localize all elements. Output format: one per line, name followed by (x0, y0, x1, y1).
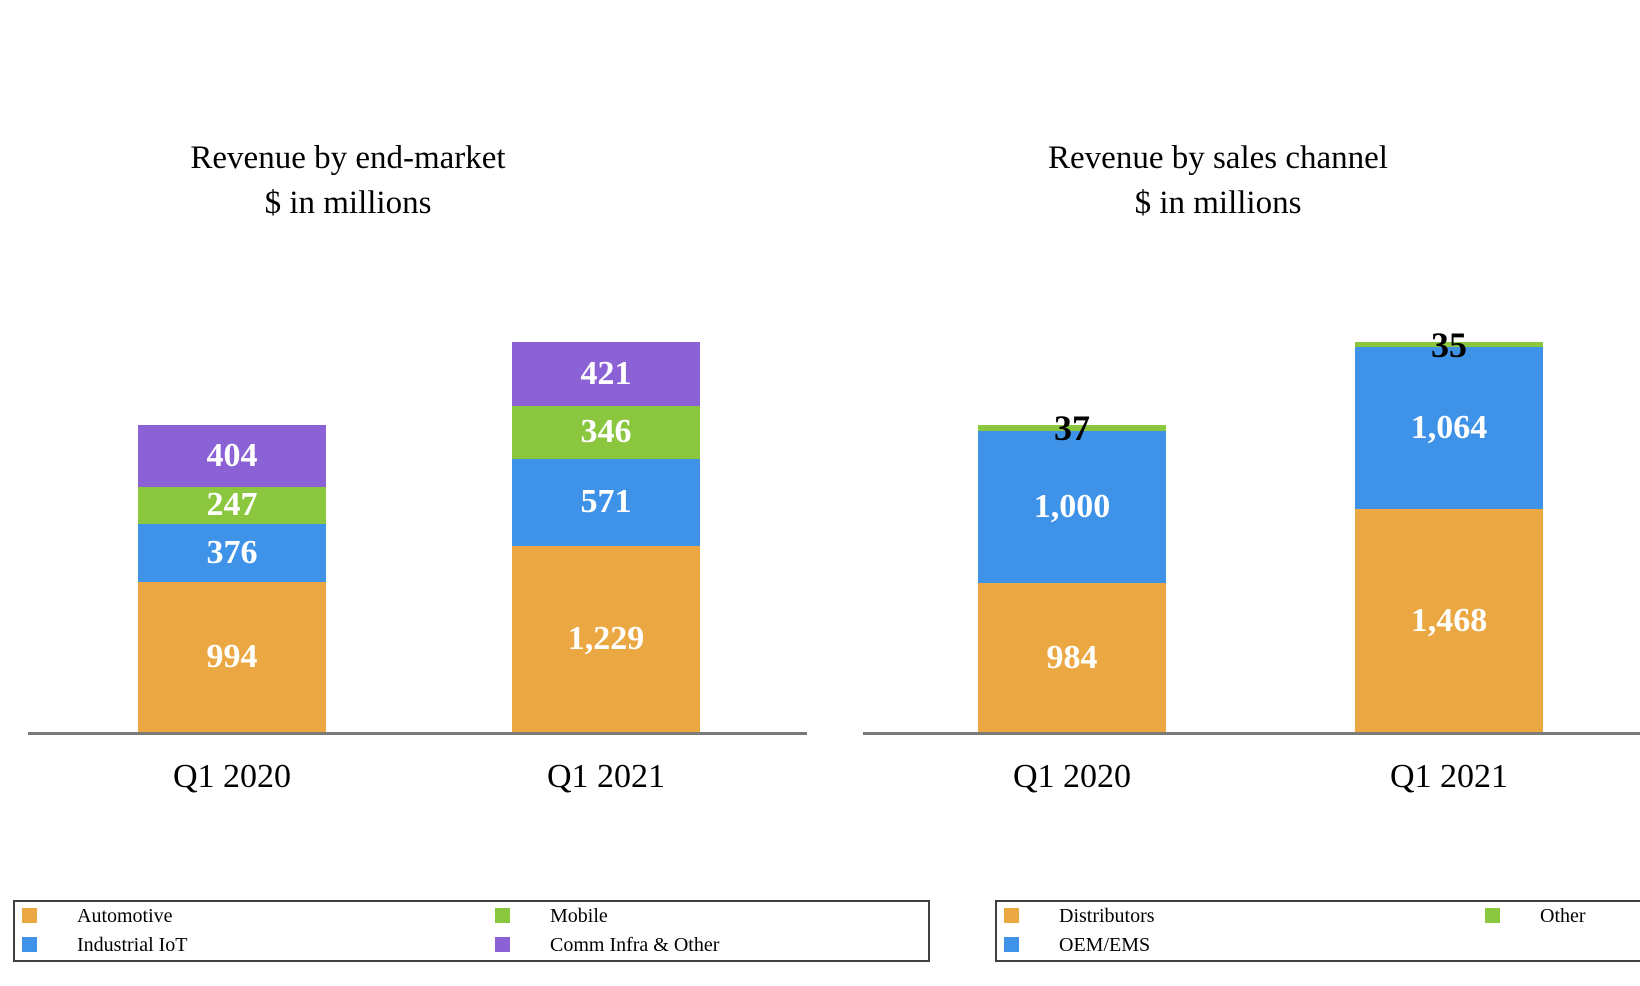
bar-segment-other (978, 425, 1166, 431)
bar-segment-comm-infra-other (512, 341, 700, 407)
chart-title-sales-channel: Revenue by sales channel $ in millions (1048, 136, 1388, 226)
chart-title-line: Revenue by sales channel (1048, 140, 1388, 176)
bar-value-label-distributors: 984 (1046, 639, 1098, 677)
legend-label-mobile: Mobile (550, 905, 608, 927)
bar-value-label-mobile: 247 (206, 486, 258, 524)
legend-swatch-oem-ems (1004, 937, 1019, 952)
legend-box-end-market: Automotive Industrial IoT Mobile Comm Infra… (13, 900, 930, 962)
bar-value-label-oem-ems: 1,064 (1410, 409, 1488, 447)
legend-label-other: Other (1540, 905, 1586, 927)
x-axis-label-q1-2020: Q1 2020 (1012, 758, 1132, 795)
bar-segment-industrial-iot (512, 458, 700, 546)
chart-title-line: Revenue by end-market (190, 140, 506, 176)
bar-segment-automotive (512, 545, 700, 733)
bar-segment-mobile (512, 406, 700, 459)
bar-value-label-automotive: 994 (206, 638, 258, 676)
legend-swatch-industrial-iot (22, 937, 37, 952)
bar-segment-automotive (138, 581, 326, 733)
x-axis-line (863, 732, 1640, 735)
bar-segment-other (1355, 341, 1543, 348)
bar-value-label-comm-infra-other: 421 (580, 355, 632, 393)
bar-value-label-comm-infra-other: 404 (206, 436, 258, 474)
bar-value-label-industrial-iot: 571 (580, 483, 632, 521)
bar-value-label-industrial-iot: 376 (206, 533, 258, 571)
bar-value-label-automotive: 1,229 (567, 620, 645, 658)
legend-swatch-mobile (495, 908, 510, 923)
x-axis-label-q1-2021: Q1 2021 (1389, 758, 1509, 795)
x-axis-label-q1-2020: Q1 2020 (172, 758, 292, 795)
bar-value-label-other: 37 (1054, 407, 1090, 448)
x-axis-line (28, 732, 807, 735)
legend-swatch-automotive (22, 908, 37, 923)
legend-label-automotive: Automotive (77, 905, 173, 927)
bar-segment-mobile (138, 486, 326, 525)
bar-segment-distributors (1355, 509, 1543, 733)
bar-value-label-other: 35 (1431, 324, 1467, 365)
legend-label-oem-ems: OEM/EMS (1059, 934, 1151, 956)
bar-segment-oem-ems (978, 430, 1166, 584)
bar-value-label-mobile: 346 (580, 413, 632, 451)
chart-title-end-market: Revenue by end-market $ in millions (190, 136, 505, 226)
bar-segment-industrial-iot (138, 524, 326, 582)
x-axis-label-q1-2021: Q1 2021 (546, 758, 666, 795)
bar-value-label-oem-ems: 1,000 (1033, 487, 1111, 525)
bar-segment-oem-ems (1355, 347, 1543, 510)
legend-swatch-distributors (1004, 908, 1019, 923)
bar-segment-comm-infra-other (138, 425, 326, 487)
legend-box-sales-channel: Distributors OEM/EMS Other (995, 900, 1640, 962)
bar-segment-distributors (978, 583, 1166, 733)
legend-swatch-other (1485, 908, 1500, 923)
legend-label-comm-infra-other: Comm Infra & Other (550, 934, 720, 956)
chart-subtitle-line: $ in millions (264, 185, 432, 221)
chart-subtitle-line: $ in millions (1134, 185, 1302, 221)
legend-label-distributors: Distributors (1059, 905, 1155, 927)
legend-swatch-comm-infra-other (495, 937, 510, 952)
legend-label-industrial-iot: Industrial IoT (77, 934, 188, 956)
bar-value-label-distributors: 1,468 (1410, 602, 1488, 640)
